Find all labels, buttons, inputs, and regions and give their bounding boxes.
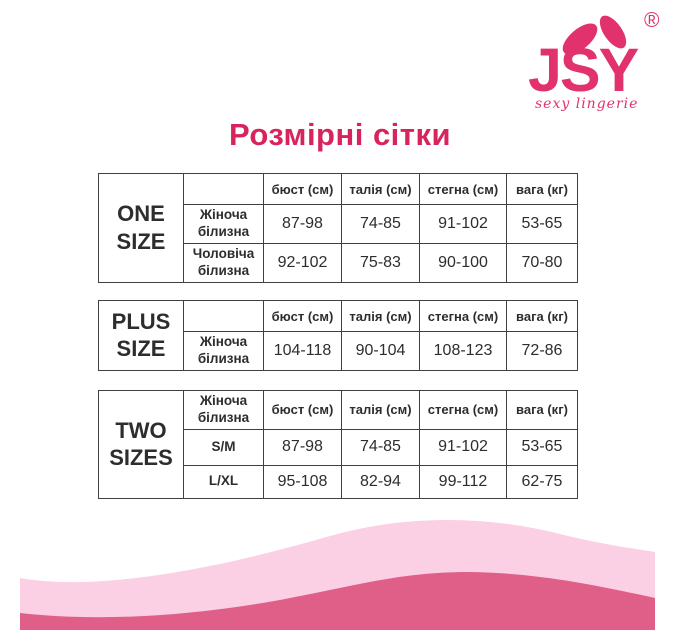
column-header: вага (кг) [506,173,578,205]
size-group-label: PLUS SIZE [98,300,184,371]
wave-dark-shape [20,572,655,630]
decorative-wave-graphic [20,519,655,630]
cell-value: 53-65 [506,204,578,244]
cell-value: 108-123 [419,331,507,371]
size-group-label-line: SIZES [109,445,173,471]
corner-cell: Жіноча білизна [183,390,264,430]
cell-value: 87-98 [263,428,342,466]
table-row: Жіноча білизна 104-118 90-104 108-123 72… [99,331,578,371]
row-label: Жіноча білизна [183,331,264,371]
column-header: бюст (см) [263,300,342,332]
corner-cell [183,173,264,205]
cell-value: 90-100 [419,242,507,283]
column-header: талія (см) [341,300,420,332]
brand-logo: JSY ® sexy lingerie [528,9,660,112]
size-group-label-line: PLUS [111,308,171,334]
cell-value: 99-112 [419,464,507,499]
column-header: талія (см) [341,173,420,205]
table-row: Чоловіча білизна 92-102 75-83 90-100 70-… [99,242,578,283]
cell-value: 72-86 [506,331,578,371]
size-group-label-line: SIZE [116,336,166,362]
cell-value: 75-83 [341,242,420,283]
two-sizes-table: TWO SIZES Жіноча білизна бюст (см) талія… [98,390,578,499]
cell-value: 91-102 [419,204,507,244]
registered-mark-icon: ® [644,9,660,32]
cell-value: 70-80 [506,242,578,283]
size-group-label-line: TWO [115,417,167,443]
cell-value: 104-118 [263,331,342,371]
cell-value: 53-65 [506,428,578,466]
size-group-label: TWO SIZES [98,390,184,499]
logo-tagline: sexy lingerie [535,96,638,112]
row-label: S/M [183,428,264,466]
cell-value: 87-98 [263,204,342,244]
cell-value: 82-94 [341,464,420,499]
table-row: L/XL 95-108 82-94 99-112 62-75 [99,464,578,499]
column-header: бюст (см) [263,173,342,205]
table-header-row: ONE SIZE бюст (см) талія (см) стегна (см… [98,173,578,283]
logo-text: JSY [528,36,639,104]
table-header-row: TWO SIZES Жіноча білизна бюст (см) талія… [98,390,578,499]
size-group-label: ONE SIZE [98,173,184,283]
column-header: стегна (см) [419,173,507,205]
size-group-label-line: ONE [117,201,165,227]
cell-value: 62-75 [506,464,578,499]
page-title: Розмірні сітки [228,117,452,152]
column-header: вага (кг) [506,390,578,430]
row-label: Жіноча білизна [183,204,264,244]
column-header: вага (кг) [506,300,578,332]
column-header: стегна (см) [419,390,507,430]
column-header: талія (см) [341,390,420,430]
size-group-label-line: SIZE [116,228,166,254]
cell-value: 92-102 [263,242,342,283]
corner-cell [183,300,264,332]
column-header: стегна (см) [419,300,507,332]
column-header: бюст (см) [263,390,342,430]
row-label: L/XL [183,464,264,499]
table-row: S/M 87-98 74-85 91-102 53-65 [99,428,578,466]
cell-value: 91-102 [419,428,507,466]
table-header-row: PLUS SIZE бюст (см) талія (см) стегна (с… [98,300,578,371]
table-row: Жіноча білизна 87-98 74-85 91-102 53-65 [99,204,578,244]
one-size-table: ONE SIZE бюст (см) талія (см) стегна (см… [98,173,578,283]
cell-value: 95-108 [263,464,342,499]
cell-value: 74-85 [341,204,420,244]
jsy-leaf-icon [562,15,627,55]
row-label: Чоловіча білизна [183,242,264,283]
plus-size-table: PLUS SIZE бюст (см) талія (см) стегна (с… [98,300,578,371]
cell-value: 74-85 [341,428,420,466]
cell-value: 90-104 [341,331,420,371]
